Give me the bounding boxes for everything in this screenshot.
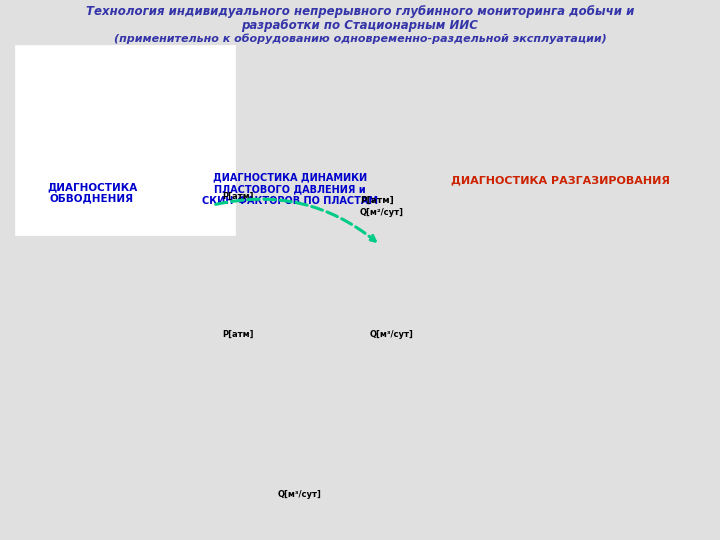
Text: 2: 2 — [178, 502, 185, 512]
Text: I: I — [387, 383, 391, 392]
Text: 5: 5 — [622, 472, 629, 482]
Polygon shape — [34, 201, 220, 209]
Polygon shape — [104, 127, 149, 140]
Text: разработки по Стационарным ИИС: разработки по Стационарным ИИС — [242, 19, 478, 32]
Bar — [253, 289, 316, 303]
Ellipse shape — [279, 201, 291, 212]
Text: 4: 4 — [477, 490, 483, 501]
Polygon shape — [27, 217, 227, 224]
Polygon shape — [38, 57, 215, 131]
Polygon shape — [37, 194, 217, 201]
Y-axis label: Р[атм]: Р[атм] — [197, 372, 204, 396]
Polygon shape — [42, 146, 211, 214]
Text: СКИН-ФАКТОРОВ ПО ПЛАСТАМ: СКИН-ФАКТОРОВ ПО ПЛАСТАМ — [202, 196, 378, 206]
Bar — [281, 212, 289, 219]
Ellipse shape — [270, 157, 300, 167]
Bar — [305, 125, 319, 141]
Bar — [279, 180, 291, 192]
Polygon shape — [30, 209, 223, 217]
Ellipse shape — [279, 225, 291, 237]
Text: (применительно к оборудованию одновременно-раздельной эксплуатации): (применительно к оборудованию одновремен… — [114, 33, 606, 44]
Text: III: III — [594, 353, 603, 362]
Polygon shape — [49, 122, 204, 176]
Bar — [264, 102, 305, 314]
Text: ДИАГНОСТИКА ДИНАМИКИ: ДИАГНОСТИКА ДИНАМИКИ — [213, 172, 367, 182]
Bar — [305, 237, 319, 253]
Bar — [271, 105, 299, 125]
Y-axis label: Р[атм]: Р[атм] — [197, 465, 204, 488]
Bar — [15, 45, 235, 235]
Text: ДИАГНОСТИКА
ОБВОДНЕНИЯ: ДИАГНОСТИКА ОБВОДНЕНИЯ — [47, 182, 137, 204]
Polygon shape — [44, 179, 210, 186]
Text: Рнас.: Рнас. — [685, 482, 706, 490]
Bar — [251, 125, 264, 141]
Polygon shape — [94, 84, 131, 100]
Polygon shape — [140, 87, 176, 103]
Bar — [271, 136, 299, 152]
Polygon shape — [40, 186, 213, 194]
Text: Р[атм]: Р[атм] — [222, 330, 253, 339]
Bar — [279, 200, 291, 213]
Bar — [251, 267, 264, 284]
Ellipse shape — [279, 181, 291, 192]
Bar — [305, 267, 319, 284]
Text: Q[м³/сут]: Q[м³/сут] — [278, 490, 322, 499]
Text: 3: 3 — [451, 458, 458, 468]
Text: Q[м²/сут]: Q[м²/сут] — [328, 328, 364, 337]
X-axis label: Q[м³/сут]: Q[м³/сут] — [266, 535, 300, 540]
Text: Рнл: Рнл — [269, 387, 287, 396]
Text: Q[м³/сут]: Q[м³/сут] — [370, 330, 414, 339]
Text: ПЛАСТОВОГО ДАВЛЕНИЯ и: ПЛАСТОВОГО ДАВЛЕНИЯ и — [214, 184, 366, 194]
Text: W[%]: W[%] — [14, 387, 40, 396]
Bar — [253, 213, 316, 227]
Text: Р[атм]: Р[атм] — [360, 196, 394, 205]
Bar — [305, 166, 319, 183]
Text: 1: 1 — [502, 413, 508, 423]
Text: Р[атм]: Р[атм] — [222, 192, 253, 201]
Bar — [271, 126, 299, 133]
Text: ВЛАГОМЕР: ВЛАГОМЕР — [14, 364, 70, 373]
Text: Технология индивидуального непрерывного глубинного мониторинга добычи и: Технология индивидуального непрерывного … — [86, 5, 634, 18]
Bar — [281, 168, 289, 176]
Text: ДИАГНОСТИКА РАЗГАЗИРОВАНИЯ: ДИАГНОСТИКА РАЗГАЗИРОВАНИЯ — [451, 175, 670, 185]
Bar — [253, 148, 316, 162]
Text: Рнл: Рнл — [269, 486, 287, 495]
Bar — [275, 302, 294, 312]
Bar — [251, 237, 264, 253]
Bar — [279, 225, 291, 237]
Y-axis label: Р[атм]: Р[атм] — [324, 419, 330, 442]
Text: Q[м²/сут]: Q[м²/сут] — [360, 208, 404, 217]
Text: II: II — [482, 366, 489, 375]
Bar — [251, 166, 264, 183]
Text: МАНОМЕТР: МАНОМЕТР — [253, 339, 312, 348]
